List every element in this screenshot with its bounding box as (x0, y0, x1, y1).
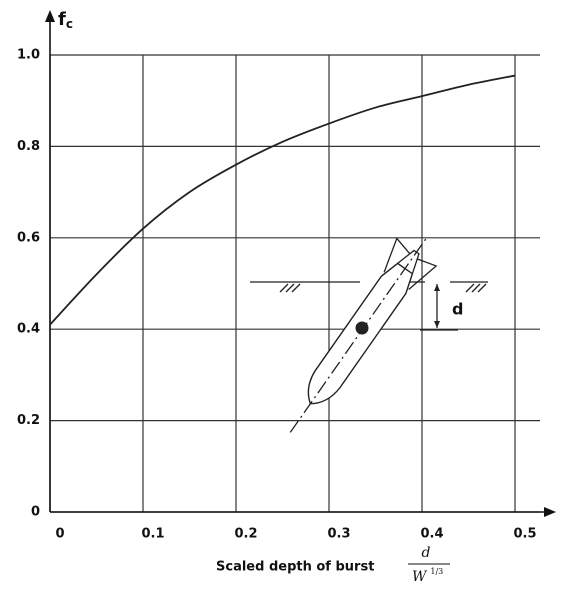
y-tick-label: 1.0 (17, 48, 40, 63)
x-label-numerator: d (422, 545, 431, 561)
curve (49, 74, 516, 326)
x-tick-label: 0.1 (141, 527, 164, 542)
x-tick-label: 0.2 (234, 527, 257, 542)
x-label: Scaled depth of burst (216, 560, 374, 575)
y-label: fc (58, 9, 73, 31)
y-tick-label: 0.8 (17, 139, 40, 154)
y-axis-arrow (45, 10, 55, 22)
x-label-denominator: W 1/3 (412, 567, 443, 585)
x-tick-label: 0.4 (420, 527, 443, 542)
x-tick-label: 0.3 (327, 527, 350, 542)
x-tick-label: 0 (55, 527, 64, 542)
y-tick-label: 0.6 (17, 230, 40, 245)
annotation: d (452, 300, 463, 319)
x-tick-label: 0.5 (513, 527, 536, 542)
y-tick-label: 0 (31, 505, 40, 520)
y-tick-label: 0.4 (17, 322, 40, 337)
x-axis-arrow (544, 507, 556, 517)
y-tick-label: 0.2 (17, 413, 40, 428)
illustration: d (250, 235, 488, 433)
